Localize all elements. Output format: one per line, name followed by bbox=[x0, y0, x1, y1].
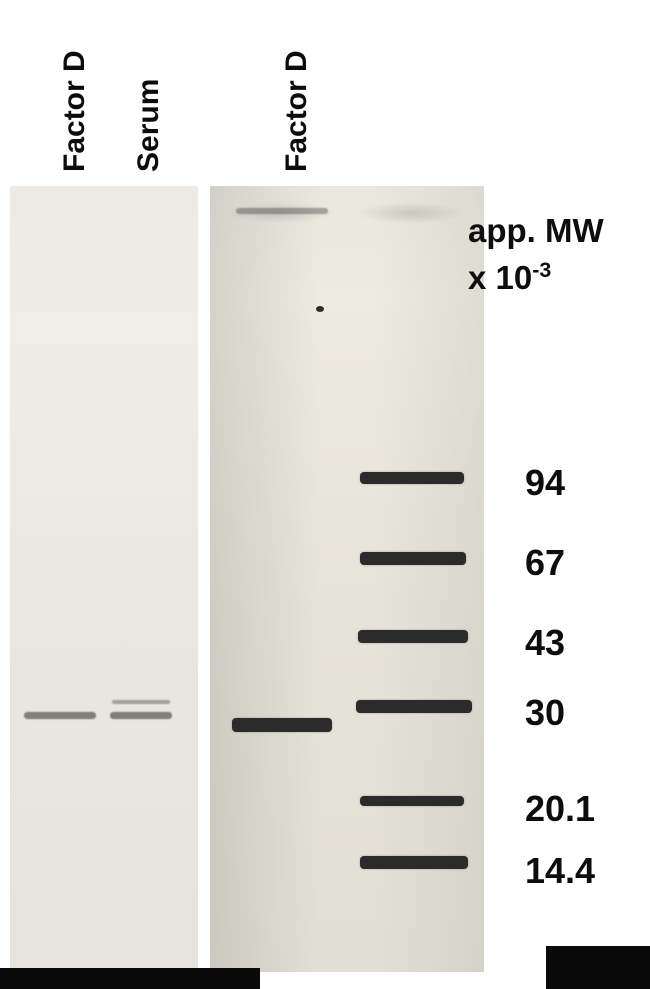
lane-label-factor-d-right: Factor D bbox=[280, 50, 314, 172]
lane-label-serum: Serum bbox=[132, 79, 166, 172]
mw-tick: 14.4 bbox=[525, 850, 595, 892]
speck bbox=[316, 306, 324, 312]
mw-header-line1: app. MW bbox=[468, 212, 604, 250]
marker-band-94 bbox=[360, 472, 464, 484]
band-factor-d-coomassie bbox=[232, 718, 332, 732]
mw-header-prefix: x 10 bbox=[468, 259, 532, 296]
marker-band-30 bbox=[356, 700, 472, 713]
mw-tick: 94 bbox=[525, 462, 565, 504]
band-factor-d-immuno bbox=[24, 712, 96, 719]
band-serum-immuno bbox=[110, 712, 172, 719]
mw-tick: 43 bbox=[525, 622, 565, 664]
marker-band-67 bbox=[360, 552, 466, 565]
mw-tick: 67 bbox=[525, 542, 565, 584]
marker-band-20p1 bbox=[360, 796, 464, 806]
gel-right-shade bbox=[210, 186, 484, 972]
mw-header-line2: x 10-3 bbox=[468, 258, 551, 297]
band-factor-d-top-faint bbox=[236, 208, 328, 214]
stacking-smudge bbox=[356, 202, 466, 224]
page: { "figure": { "canvas": { "width": 650, … bbox=[0, 0, 650, 989]
marker-band-43 bbox=[358, 630, 468, 643]
scan-edge bbox=[0, 968, 260, 989]
mw-tick: 20.1 bbox=[525, 788, 595, 830]
scan-edge bbox=[546, 946, 650, 989]
mw-tick: 30 bbox=[525, 692, 565, 734]
marker-band-14p4 bbox=[360, 856, 468, 869]
mw-header-exp: -3 bbox=[532, 258, 551, 282]
lane-label-factor-d-left: Factor D bbox=[58, 50, 92, 172]
band-serum-faint bbox=[112, 700, 170, 704]
gel-left bbox=[10, 186, 198, 972]
